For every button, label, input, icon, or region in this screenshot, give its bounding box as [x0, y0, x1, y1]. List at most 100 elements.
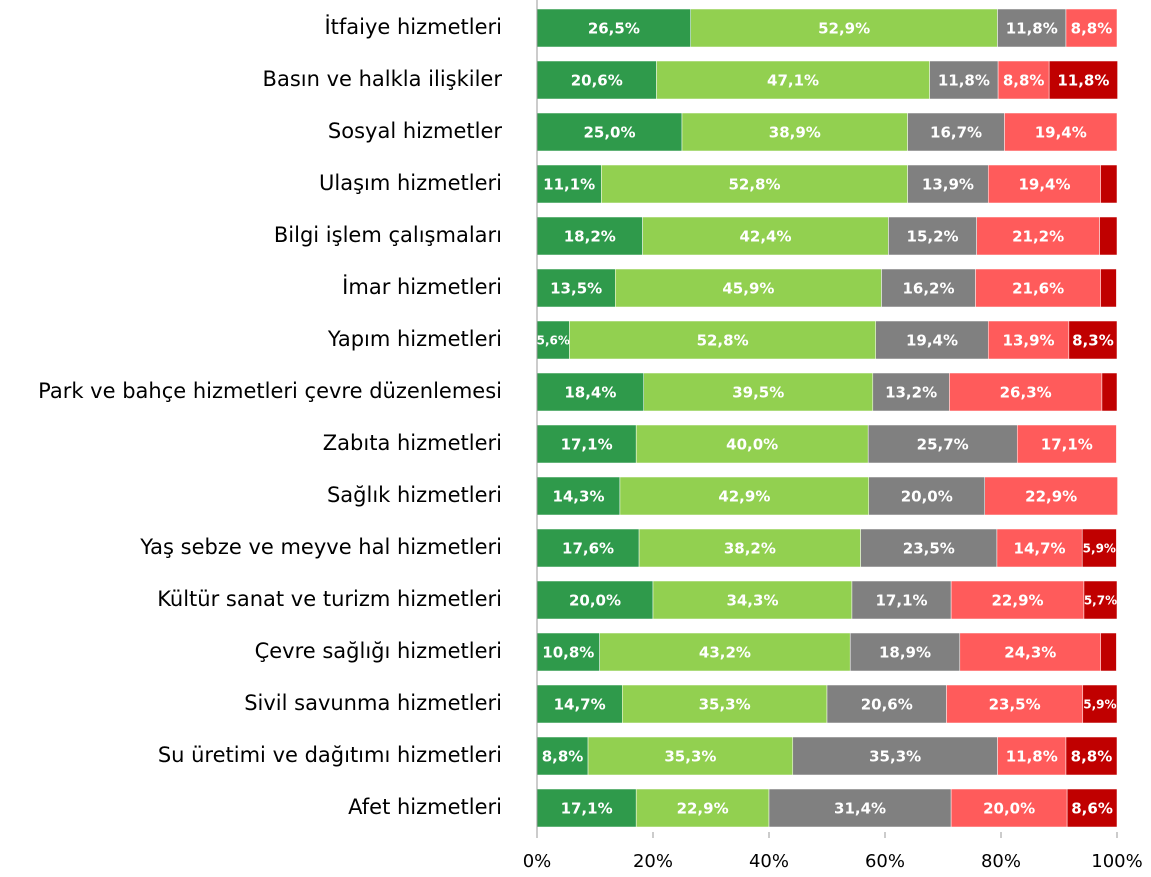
value-label: 20,0%	[901, 488, 953, 506]
bar-segment	[950, 788, 1068, 828]
x-tick-label: 40%	[749, 851, 789, 872]
bar-segment	[536, 476, 621, 516]
bar-segment	[950, 580, 1085, 620]
value-label: 26,3%	[1000, 384, 1052, 402]
bar-segment	[860, 528, 998, 568]
value-label: 17,6%	[562, 540, 614, 558]
value-label: 19,4%	[906, 332, 958, 350]
bar-segment	[1083, 580, 1118, 620]
value-label: 5,6%	[537, 334, 570, 348]
bar-segment	[536, 424, 637, 464]
bar-segment	[1004, 112, 1118, 152]
bar-segment	[615, 268, 882, 308]
value-label: 11,8%	[938, 72, 990, 90]
value-label: 8,8%	[1003, 72, 1045, 90]
bar-segment	[1100, 632, 1117, 672]
value-label: 13,2%	[885, 384, 937, 402]
value-label: 16,2%	[902, 280, 954, 298]
category-label: İtfaiye hizmetleri	[324, 14, 502, 39]
bar-segment	[768, 788, 952, 828]
category-label: Park ve bahçe hizmetleri çevre düzenleme…	[38, 379, 502, 403]
value-label: 20,6%	[571, 72, 623, 90]
value-label: 18,9%	[879, 644, 931, 662]
value-label: 15,2%	[907, 228, 959, 246]
value-label: 35,3%	[869, 748, 921, 766]
category-label: Çevre sağlığı hizmetleri	[255, 639, 502, 663]
value-label: 35,3%	[699, 696, 751, 714]
value-label: 22,9%	[992, 592, 1044, 610]
bar-segment	[635, 424, 869, 464]
category-label: Zabıta hizmetleri	[323, 431, 502, 455]
bar-segment	[536, 372, 644, 412]
bar-segment	[619, 476, 870, 516]
value-label: 25,0%	[583, 124, 635, 142]
bar-segment	[1082, 684, 1118, 724]
bar-segment	[1100, 268, 1117, 308]
value-label: 11,8%	[1057, 72, 1109, 90]
value-label: 21,2%	[1012, 228, 1064, 246]
bar-segment	[849, 632, 961, 672]
bar-segment	[996, 528, 1083, 568]
value-label: 43,2%	[699, 644, 751, 662]
bar-segment	[536, 736, 589, 776]
value-label: 18,2%	[564, 228, 616, 246]
bar-segment	[997, 60, 1050, 100]
bar-segment	[851, 580, 952, 620]
value-label: 52,8%	[728, 176, 780, 194]
bar-segment	[642, 216, 889, 256]
x-tick-label: 60%	[865, 851, 905, 872]
value-label: 11,8%	[1006, 748, 1058, 766]
value-label: 5,9%	[1083, 698, 1116, 712]
bar-segment	[569, 320, 876, 360]
value-label: 8,6%	[1071, 800, 1113, 818]
value-label: 17,1%	[561, 436, 613, 454]
value-label: 47,1%	[767, 72, 819, 90]
x-tick-label: 100%	[1091, 851, 1142, 872]
category-label: Ulaşım hizmetleri	[319, 171, 502, 195]
value-label: 17,1%	[561, 800, 613, 818]
value-label: 13,5%	[550, 280, 602, 298]
value-label: 45,9%	[722, 280, 774, 298]
value-label: 20,6%	[861, 696, 913, 714]
category-label: Yaş sebze ve meyve hal hizmetleri	[139, 535, 502, 559]
value-label: 20,0%	[569, 592, 621, 610]
category-label: Kültür sanat ve turizm hizmetleri	[157, 587, 502, 611]
value-label: 19,4%	[1035, 124, 1087, 142]
category-label: Afet hizmetleri	[348, 795, 502, 819]
bar-segment	[875, 320, 989, 360]
bar-segment	[1081, 528, 1117, 568]
bar-segment	[1065, 8, 1118, 48]
value-label: 26,5%	[588, 20, 640, 38]
bar-segment	[635, 788, 770, 828]
value-label: 21,6%	[1012, 280, 1064, 298]
value-label: 10,8%	[542, 644, 594, 662]
category-label: Sosyal hizmetler	[328, 119, 502, 143]
value-label: 5,9%	[1083, 542, 1116, 556]
value-label: 31,4%	[834, 800, 886, 818]
value-label: 24,3%	[1004, 644, 1056, 662]
value-label: 17,1%	[1041, 436, 1093, 454]
bar-segment	[536, 112, 683, 152]
bar-segment	[987, 164, 1102, 204]
bar-segment	[536, 580, 654, 620]
value-label: 22,9%	[677, 800, 729, 818]
bar-segment	[1100, 164, 1118, 204]
bar-segment	[867, 424, 1018, 464]
x-tick-label: 0%	[523, 851, 552, 872]
category-label: Yapım hizmetleri	[327, 327, 502, 351]
value-label: 39,5%	[732, 384, 784, 402]
value-label: 20,0%	[983, 800, 1035, 818]
bar-segment	[907, 112, 1005, 152]
value-label: 52,8%	[697, 332, 749, 350]
value-label: 42,9%	[718, 488, 770, 506]
bar-segment	[690, 8, 998, 48]
bar-segment	[536, 528, 640, 568]
bar-segment	[656, 60, 930, 100]
bar-segment	[599, 632, 851, 672]
value-label: 11,8%	[1006, 20, 1058, 38]
category-label: Basın ve halkla ilişkiler	[263, 67, 503, 91]
bar-segment	[1101, 372, 1118, 412]
bar-segment	[975, 268, 1102, 308]
value-label: 22,9%	[1025, 488, 1077, 506]
bar-segment	[984, 476, 1118, 516]
